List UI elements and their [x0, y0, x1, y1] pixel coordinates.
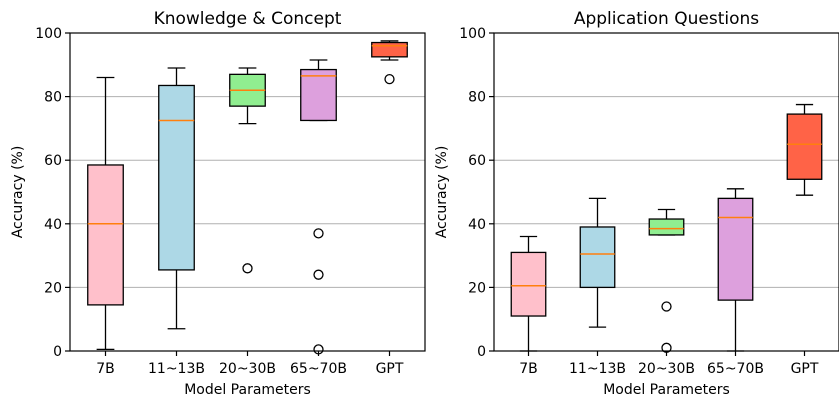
x-axis-label: Model Parameters [603, 382, 730, 398]
box-7B [510, 235, 547, 352]
outlier-point [242, 263, 253, 274]
box-7B [87, 76, 124, 351]
box-GPT [786, 103, 823, 196]
x-tick-label: 11~13B [569, 361, 626, 377]
outlier-point [384, 73, 395, 85]
box-body [158, 84, 195, 271]
y-tick-label: 40 [468, 217, 486, 233]
x-tick-label: GPT [791, 361, 819, 377]
chart-title: Knowledge & Concept [154, 9, 342, 29]
chart-title: Application Questions [574, 9, 759, 29]
box-11~13B [579, 197, 616, 328]
box-body [648, 218, 685, 236]
box-body [510, 251, 547, 317]
x-tick-label: 7B [96, 361, 115, 377]
box-65~70B [300, 59, 337, 355]
y-tick-label: 100 [35, 26, 62, 42]
box-body [300, 68, 337, 122]
x-tick-label: 7B [519, 361, 538, 377]
chart-panel-2: 0 20 40 60 80 100 7B 11~13B 20~30B 65~70B GPT Appli… [434, 9, 839, 398]
outlier-point [661, 301, 672, 312]
box-body [371, 41, 408, 58]
x-tick-label: 65~70B [290, 361, 347, 377]
y-tick-label: 80 [44, 90, 62, 106]
x-tick-label: 11~13B [148, 361, 205, 377]
y-tick-label: 0 [53, 344, 62, 360]
x-tick-label: GPT [376, 361, 404, 377]
box-GPT [371, 40, 408, 85]
y-axis-label: Accuracy (%) [434, 146, 450, 239]
y-tick-label: 20 [468, 280, 486, 296]
chart-panel-1: 0 20 40 60 80 100 7B 11~13B 20~30B 65~70B GPT Knowl… [10, 9, 426, 398]
y-tick-label: 0 [477, 344, 486, 360]
x-tick-label: 65~70B [707, 361, 764, 377]
box-11~13B [158, 67, 195, 330]
outlier-point [313, 269, 324, 280]
box-body [717, 197, 754, 301]
box-body [579, 226, 616, 289]
outlier-point [313, 228, 324, 239]
y-tick-label: 60 [468, 153, 486, 169]
box-body [87, 164, 124, 306]
y-tick-label: 80 [468, 90, 486, 106]
y-tick-label: 60 [44, 153, 62, 169]
box-65~70B [717, 188, 754, 352]
x-tick-label: 20~30B [219, 361, 276, 377]
y-tick-label: 20 [44, 280, 62, 296]
x-axis-label: Model Parameters [184, 382, 311, 398]
box-body [786, 113, 823, 180]
box-20~30B [229, 67, 266, 274]
y-tick-label: 100 [459, 26, 486, 42]
box-20~30B [648, 208, 685, 353]
x-tick-label: 20~30B [638, 361, 695, 377]
y-tick-label: 40 [44, 217, 62, 233]
y-axis-label: Accuracy (%) [10, 146, 26, 239]
